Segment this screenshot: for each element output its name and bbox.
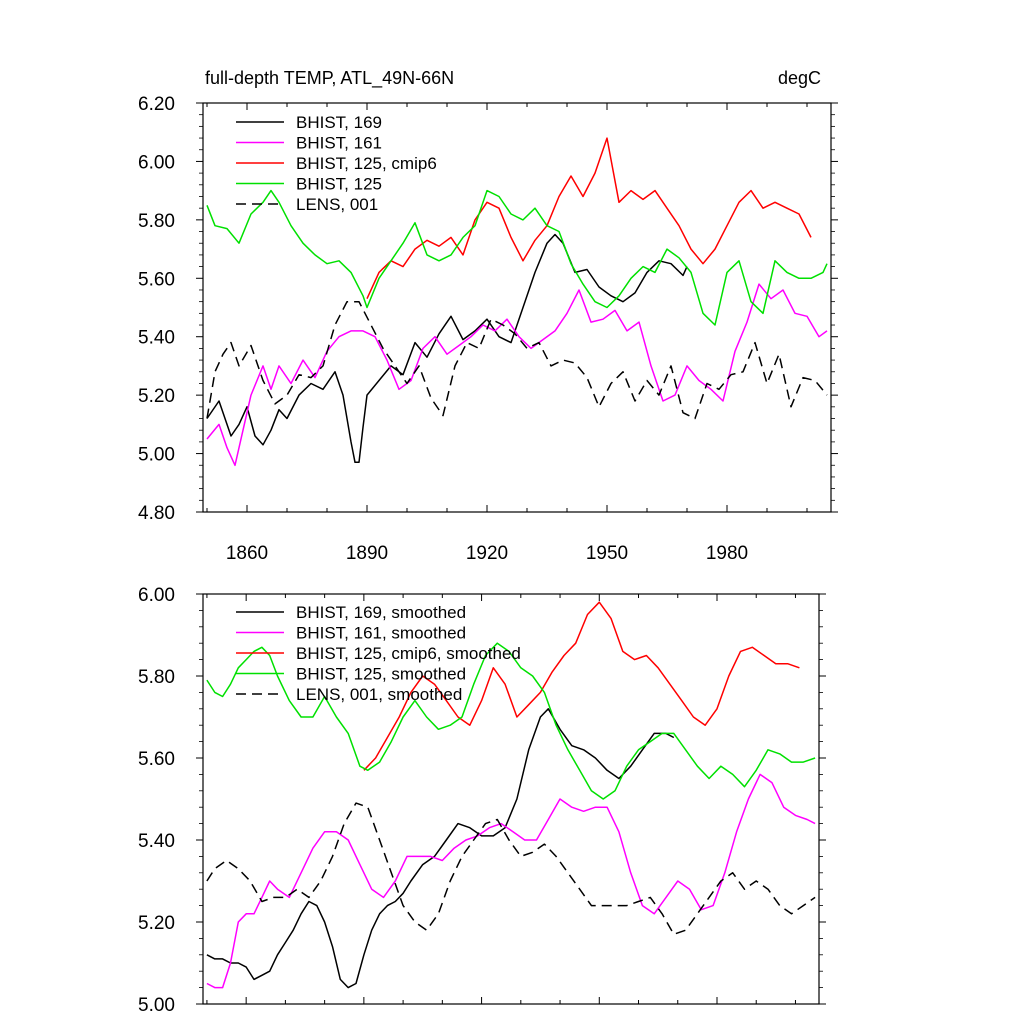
- axis-ticks: [196, 102, 838, 513]
- y-tick-label: 5.00: [138, 445, 175, 466]
- legend-label: BHIST, 169, smoothed: [296, 603, 466, 622]
- series-lines: [206, 137, 828, 467]
- y-tick-label: 5.40: [138, 831, 175, 852]
- y-tick-label: 5.80: [138, 211, 175, 232]
- series-line: [206, 233, 688, 464]
- legend-label: BHIST, 161: [296, 134, 382, 153]
- legend: BHIST, 169, smoothed BHIST, 161, smoothed…: [236, 603, 521, 704]
- x-tick-label: 1950: [586, 543, 628, 564]
- legend-label: BHIST, 161, smoothed: [296, 624, 466, 643]
- legend-label: BHIST, 125, cmip6: [296, 154, 437, 173]
- legend-label: LENS, 001, smoothed: [296, 685, 462, 704]
- legend-label: BHIST, 125, cmip6, smoothed: [296, 644, 521, 663]
- y-tick-label: 6.20: [138, 94, 175, 115]
- series-line: [206, 300, 828, 420]
- plot-frame: [202, 102, 832, 513]
- y-tick-label: 5.80: [138, 667, 175, 688]
- legend-label: BHIST, 125: [296, 175, 382, 194]
- axis-ticks: [196, 593, 826, 1005]
- series-lines: [206, 601, 816, 989]
- legend-label: BHIST, 125, smoothed: [296, 665, 466, 684]
- x-tick-label: 1890: [346, 543, 388, 564]
- y-tick-label: 5.60: [138, 749, 175, 770]
- x-tick-label: 1860: [226, 543, 268, 564]
- y-tick-label: 4.80: [138, 503, 175, 524]
- y-tick-labels: 5.00 5.20 5.40 5.60 5.80 6.00: [138, 585, 175, 1016]
- y-tick-label: 5.40: [138, 328, 175, 349]
- series-line: [363, 601, 800, 771]
- y-tick-label: 5.20: [138, 386, 175, 407]
- legend-label: LENS, 001: [296, 195, 378, 214]
- y-tick-label: 6.00: [138, 152, 175, 173]
- y-tick-label: 6.00: [138, 585, 175, 606]
- series-line: [206, 642, 816, 800]
- series-line: [206, 708, 675, 989]
- series-line: [206, 802, 816, 936]
- series-line: [206, 773, 816, 989]
- y-tick-label: 5.00: [138, 995, 175, 1016]
- plot-frame: [202, 593, 820, 1005]
- y-tick-labels: 4.80 5.00 5.20 5.40 5.60 5.80 6.00 6.20: [138, 94, 175, 524]
- x-tick-label: 1920: [466, 543, 508, 564]
- bottom-panel: 5.00 5.20 5.40 5.60 5.80 6.00 BHIST, 169, smo…: [138, 585, 826, 1016]
- series-line: [206, 189, 828, 326]
- top-panel: full-depth TEMP, ATL_49N-66N degC 4.80 5.…: [138, 68, 838, 564]
- series-line: [366, 137, 812, 300]
- y-tick-label: 5.60: [138, 269, 175, 290]
- series-line: [206, 283, 828, 467]
- legend-label: BHIST, 169: [296, 113, 382, 132]
- x-tick-label: 1980: [706, 543, 748, 564]
- x-tick-labels: 1860 1890 1920 1950 1980: [226, 543, 748, 564]
- chart-title: full-depth TEMP, ATL_49N-66N: [205, 68, 454, 89]
- units-label: degC: [778, 68, 821, 88]
- y-tick-label: 5.20: [138, 913, 175, 934]
